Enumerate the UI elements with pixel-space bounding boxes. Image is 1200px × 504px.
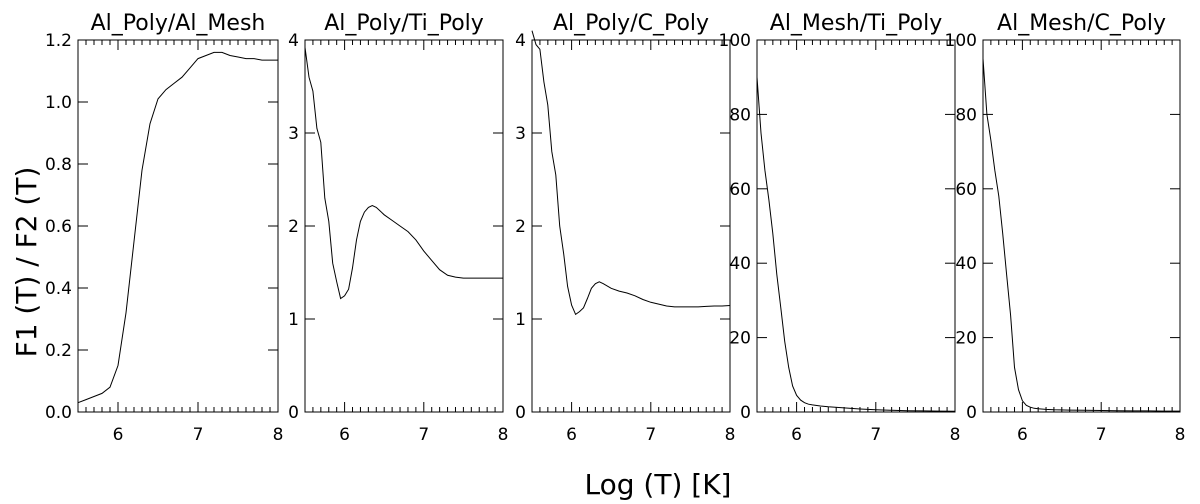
y-tick-label: 60 [729, 180, 751, 200]
x-tick-label: 6 [113, 425, 124, 445]
series-line [304, 47, 503, 300]
plot-frame [77, 39, 279, 413]
plot-frame [304, 39, 504, 413]
y-tick-label: 0.0 [45, 403, 72, 423]
y-tick-label: 100 [719, 31, 751, 51]
series-line [77, 51, 278, 404]
y-axis-label-text: F1 (T) / F2 (T) [10, 167, 43, 358]
plot-frame [756, 39, 956, 413]
y-tick-label: 3 [288, 124, 299, 144]
y-tick-label: 0.6 [45, 217, 72, 237]
x-tick-label: 8 [273, 425, 284, 445]
y-tick-label: 40 [955, 254, 977, 274]
x-tick-label: 6 [339, 425, 350, 445]
series-line [756, 77, 956, 412]
y-tick-label: 1 [515, 310, 526, 330]
y-tick-label: 4 [515, 31, 526, 51]
y-tick-label: 80 [729, 105, 751, 125]
y-tick-label: 0.2 [45, 341, 72, 361]
y-tick-label: 2 [515, 217, 526, 237]
panel-title: Al_Poly/Ti_Poly [324, 11, 484, 36]
chart-panel: Al_Poly/Al_Mesh 6 7 8 0.0 0.2 0.4 0.6 0.8 1.0 1.2 [45, 11, 283, 445]
x-tick-label: 6 [791, 425, 802, 445]
x-tick-label: 7 [418, 425, 429, 445]
x-axis-label: Log (T) [K] [585, 468, 732, 501]
x-tick-label: 8 [725, 425, 736, 445]
y-tick-label: 100 [945, 31, 977, 51]
plot-frame [531, 39, 731, 413]
y-tick-label: 0 [966, 403, 977, 423]
panel-title: Al_Poly/C_Poly [553, 11, 709, 36]
y-tick-label: 1.0 [45, 93, 72, 113]
y-tick-label: 0.4 [45, 279, 72, 299]
y-tick-label: 20 [729, 329, 751, 349]
y-tick-label: 1 [288, 310, 299, 330]
chart-panel: Al_Poly/C_Poly 6 7 8 0 1 2 3 4 [515, 11, 735, 445]
y-tick-label: 0 [515, 403, 526, 423]
panel-title: Al_Poly/Al_Mesh [91, 11, 266, 36]
y-tick-label: 3 [515, 124, 526, 144]
series-line [531, 30, 731, 316]
y-tick-label: 0 [288, 403, 299, 423]
y-tick-label: 40 [729, 254, 751, 274]
y-tick-label: 1.2 [45, 31, 72, 51]
chart-panel: Al_Poly/Ti_Poly 6 7 8 0 1 2 3 4 [288, 11, 508, 445]
y-tick-label: 20 [955, 329, 977, 349]
panel-title: Al_Mesh/C_Poly [997, 11, 1166, 36]
x-tick-label: 7 [645, 425, 656, 445]
plot-frame [982, 39, 1181, 413]
x-tick-label: 8 [498, 425, 509, 445]
series-line [982, 58, 1180, 412]
x-tick-label: 6 [566, 425, 577, 445]
x-tick-label: 6 [1017, 425, 1028, 445]
y-tick-label: 4 [288, 31, 299, 51]
y-tick-label: 80 [955, 105, 977, 125]
x-tick-label: 7 [870, 425, 881, 445]
y-tick-label: 0 [740, 403, 751, 423]
x-tick-label: 8 [1175, 425, 1186, 445]
x-tick-label: 7 [1096, 425, 1107, 445]
y-tick-label: 2 [288, 217, 299, 237]
y-tick-label: 0.8 [45, 155, 72, 175]
x-tick-label: 8 [950, 425, 961, 445]
y-axis-label: F1 (T) / F2 (T) [10, 167, 43, 358]
x-tick-label: 7 [193, 425, 204, 445]
panel-title: Al_Mesh/Ti_Poly [770, 11, 942, 36]
y-tick-label: 60 [955, 180, 977, 200]
